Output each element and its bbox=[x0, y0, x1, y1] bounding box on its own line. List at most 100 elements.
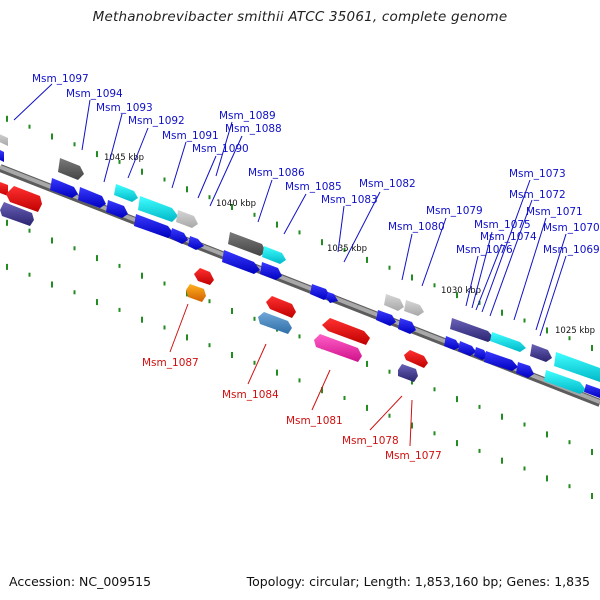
gene-arrow bbox=[384, 294, 404, 311]
tick-mark bbox=[208, 195, 211, 200]
tick-mark bbox=[231, 308, 233, 314]
gene-arrow bbox=[398, 364, 418, 382]
gene-arrow bbox=[404, 300, 424, 316]
gene-label: Msm_1083 bbox=[321, 194, 378, 206]
tick-mark bbox=[411, 378, 413, 385]
gene-arrow bbox=[544, 370, 586, 394]
gene-label: Msm_1079 bbox=[426, 205, 483, 217]
forward-genes bbox=[0, 134, 600, 398]
tick-mark bbox=[523, 318, 526, 323]
gene-arrow bbox=[0, 202, 34, 226]
gene-arrow bbox=[58, 158, 84, 180]
tick-mark bbox=[456, 396, 458, 403]
tick-mark bbox=[388, 369, 391, 374]
tick-mark bbox=[343, 248, 346, 252]
gene-arrow bbox=[516, 362, 534, 378]
tick-mark bbox=[6, 115, 8, 122]
tick-mark bbox=[118, 307, 121, 312]
tick-mark bbox=[118, 159, 121, 164]
gene-label: Msm_1070 bbox=[543, 222, 600, 234]
tick-mark bbox=[141, 316, 143, 323]
gene-arrow bbox=[0, 134, 8, 146]
gene-arrow bbox=[490, 332, 526, 352]
tick-mark bbox=[298, 230, 301, 235]
gene-arrow bbox=[484, 351, 518, 371]
tick-mark bbox=[276, 221, 278, 228]
kbp-label: 1045 kbp bbox=[104, 153, 144, 163]
tick-mark bbox=[96, 299, 98, 306]
gene-label: Msm_1069 bbox=[543, 244, 600, 256]
gene-arrow bbox=[186, 284, 206, 302]
gene-arrow bbox=[0, 150, 4, 162]
gene-arrow bbox=[444, 336, 460, 350]
tick-mark bbox=[388, 413, 391, 418]
kbp-label: 1025 kbp bbox=[555, 326, 595, 336]
gene-arrow bbox=[50, 178, 78, 198]
gene-label: Msm_1076 bbox=[456, 244, 513, 256]
tick-mark bbox=[28, 272, 31, 277]
tick-mark bbox=[366, 256, 368, 263]
tick-mark bbox=[591, 493, 593, 499]
tick-mark bbox=[411, 274, 413, 281]
tick-mark bbox=[366, 360, 368, 367]
tick-mark bbox=[51, 133, 53, 140]
tick-mark bbox=[546, 431, 548, 438]
tick-mark bbox=[253, 212, 256, 217]
tick-mark bbox=[253, 316, 256, 321]
gene-label: Msm_1094 bbox=[66, 88, 123, 100]
tick-mark bbox=[163, 177, 166, 182]
gene-label: Msm_1092 bbox=[128, 115, 185, 127]
gene-label: Msm_1090 bbox=[192, 143, 249, 155]
tick-mark bbox=[433, 431, 436, 436]
reverse-gene-labels: Msm_1087 Msm_1084 Msm_1081 Msm_1078 Msm_… bbox=[142, 357, 442, 462]
gene-arrow bbox=[262, 246, 286, 264]
gene-arrow bbox=[450, 318, 494, 342]
tick-mark bbox=[51, 281, 53, 288]
tick-mark bbox=[501, 309, 503, 316]
gene-label: Msm_1077 bbox=[385, 450, 442, 462]
tick-mark bbox=[366, 404, 368, 411]
tick-mark bbox=[298, 378, 301, 383]
gene-label: Msm_1081 bbox=[286, 415, 343, 427]
tick-mark bbox=[141, 168, 143, 175]
gene-label: Msm_1072 bbox=[509, 189, 566, 201]
gene-arrow bbox=[176, 210, 198, 228]
reverse-leaders bbox=[169, 303, 413, 447]
tick-mark bbox=[28, 124, 31, 129]
tick-mark bbox=[208, 299, 211, 304]
tick-mark bbox=[73, 142, 76, 147]
tick-mark bbox=[478, 300, 481, 305]
gene-label: Msm_1089 bbox=[219, 110, 276, 122]
tick-mark bbox=[321, 387, 323, 394]
gene-arrow bbox=[326, 292, 338, 303]
gene-label: Msm_1091 bbox=[162, 130, 219, 142]
gene-arrow bbox=[584, 384, 600, 398]
gene-arrow bbox=[228, 232, 266, 256]
gene-arrow bbox=[398, 318, 416, 334]
tick-mark bbox=[478, 448, 481, 453]
tick-mark bbox=[546, 475, 548, 482]
gene-label: Msm_1097 bbox=[32, 73, 89, 85]
gene-label: Msm_1071 bbox=[526, 206, 583, 218]
tick-mark bbox=[433, 283, 436, 288]
tick-mark bbox=[141, 272, 143, 279]
forward-leaders bbox=[13, 83, 567, 337]
tick-mark bbox=[28, 228, 31, 233]
tick-mark bbox=[388, 265, 391, 270]
tick-mark bbox=[568, 440, 571, 445]
tick-mark bbox=[298, 334, 301, 339]
tick-mark bbox=[591, 449, 593, 455]
forward-gene-labels: Msm_1097 Msm_1094 Msm_1093 Msm_1092 Msm_… bbox=[32, 73, 600, 256]
gene-arrow bbox=[554, 352, 600, 382]
tick-mark bbox=[51, 237, 53, 244]
gene-arrow bbox=[376, 310, 396, 326]
gene-label: Msm_1087 bbox=[142, 357, 199, 369]
genome-summary: Topology: circular; Length: 1,853,160 bp… bbox=[246, 574, 590, 589]
tick-mark bbox=[433, 387, 436, 392]
gene-arrow bbox=[258, 312, 292, 334]
gene-arrow bbox=[188, 236, 204, 250]
tick-mark bbox=[343, 396, 346, 400]
tick-mark bbox=[253, 360, 256, 365]
tick-mark bbox=[546, 327, 548, 334]
gene-arrow bbox=[6, 186, 42, 212]
